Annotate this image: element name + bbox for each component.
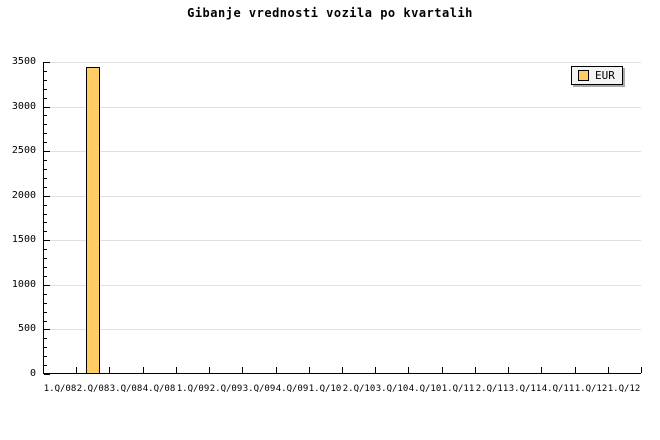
y-minor-tick-2900	[44, 115, 47, 116]
x-axis-label-8: 1.Q/10	[308, 384, 342, 394]
x-axis-label-16: 1.Q/12	[574, 384, 608, 394]
y-minor-tick-2400	[44, 160, 47, 161]
y-major-tick-500	[44, 329, 50, 330]
x-tick-17	[608, 367, 609, 373]
plot-area	[43, 62, 642, 375]
x-tick-5	[209, 367, 210, 373]
y-minor-tick-700	[44, 312, 47, 313]
y-minor-tick-2200	[44, 178, 47, 179]
y-major-tick-1500	[44, 240, 50, 241]
y-minor-tick-3100	[44, 98, 47, 99]
y-minor-tick-600	[44, 321, 47, 322]
x-axis-label-12: 1.Q/11	[441, 384, 475, 394]
y-minor-tick-100	[44, 365, 47, 366]
x-tick-10	[375, 367, 376, 373]
y-minor-tick-1200	[44, 267, 47, 268]
y-minor-tick-1600	[44, 231, 47, 232]
y-major-tick-1000	[44, 285, 50, 286]
y-axis-label-0: 0	[29, 368, 36, 379]
x-tick-7	[276, 367, 277, 373]
y-minor-tick-3400	[44, 71, 47, 72]
y-axis-label-3500: 3500	[11, 56, 36, 67]
gridline-2500	[44, 151, 641, 152]
x-axis-label-14: 3.Q/11	[508, 384, 542, 394]
x-axis-label-15: 4.Q/11	[541, 384, 575, 394]
y-minor-tick-2100	[44, 187, 47, 188]
y-minor-tick-200	[44, 356, 47, 357]
x-tick-6	[242, 367, 243, 373]
x-axis-label-17: 1.Q/12	[607, 384, 641, 394]
y-minor-tick-1100	[44, 276, 47, 277]
y-major-tick-3500	[44, 62, 50, 63]
x-tick-12	[442, 367, 443, 373]
y-axis-label-2000: 2000	[11, 190, 36, 201]
y-axis-label-2500: 2500	[11, 145, 36, 156]
chart-title: Gibanje vrednosti vozila po kvartalih	[187, 6, 473, 20]
y-axis-label-500: 500	[17, 323, 36, 334]
x-axis-label-0: 1.Q/08	[43, 384, 77, 394]
x-tick-14	[508, 367, 509, 373]
x-axis-label-10: 3.Q/10	[375, 384, 409, 394]
x-tick-15	[541, 367, 542, 373]
gridline-3000	[44, 107, 641, 108]
x-axis-label-7: 4.Q/09	[275, 384, 309, 394]
y-major-tick-0	[44, 374, 50, 375]
y-minor-tick-400	[44, 338, 47, 339]
y-major-tick-2000	[44, 196, 50, 197]
y-major-tick-3000	[44, 107, 50, 108]
x-tick-9	[342, 367, 343, 373]
y-minor-tick-1800	[44, 214, 47, 215]
legend-swatch-eur	[578, 70, 589, 81]
x-tick-2	[109, 367, 110, 373]
x-tick-13	[475, 367, 476, 373]
legend-label: EUR	[595, 69, 615, 82]
x-tick-16	[575, 367, 576, 373]
gridline-500	[44, 329, 641, 330]
y-minor-tick-2300	[44, 169, 47, 170]
x-tick-18	[641, 367, 642, 373]
x-axis-label-6: 3.Q/09	[242, 384, 276, 394]
y-axis-label-3000: 3000	[11, 101, 36, 112]
y-major-tick-2500	[44, 151, 50, 152]
legend-box: EUR	[571, 66, 623, 85]
x-tick-3	[143, 367, 144, 373]
gridline-2000	[44, 196, 641, 197]
gridline-1500	[44, 240, 641, 241]
x-tick-8	[309, 367, 310, 373]
y-minor-tick-3200	[44, 89, 47, 90]
y-minor-tick-2600	[44, 142, 47, 143]
y-axis-label-1500: 1500	[11, 234, 36, 245]
x-axis-line	[43, 373, 641, 374]
y-minor-tick-2800	[44, 124, 47, 125]
y-minor-tick-800	[44, 303, 47, 304]
x-axis-label-4: 1.Q/09	[176, 384, 210, 394]
x-axis-label-2: 3.Q/08	[109, 384, 143, 394]
x-axis-label-9: 2.Q/10	[342, 384, 376, 394]
y-axis-line	[43, 62, 44, 374]
x-axis-label-1: 2.Q/08	[76, 384, 110, 394]
y-minor-tick-2700	[44, 133, 47, 134]
x-axis-label-3: 4.Q/08	[142, 384, 176, 394]
x-axis-label-11: 4.Q/10	[408, 384, 442, 394]
y-minor-tick-1900	[44, 205, 47, 206]
bar-eur-2.Q/08	[86, 67, 100, 373]
y-minor-tick-900	[44, 294, 47, 295]
x-axis-label-13: 2.Q/11	[475, 384, 509, 394]
gridline-1000	[44, 285, 641, 286]
y-minor-tick-1300	[44, 258, 47, 259]
x-axis-label-5: 2.Q/09	[209, 384, 243, 394]
y-minor-tick-300	[44, 347, 47, 348]
y-minor-tick-3300	[44, 80, 47, 81]
y-minor-tick-1400	[44, 249, 47, 250]
x-tick-11	[408, 367, 409, 373]
y-minor-tick-1700	[44, 222, 47, 223]
gridline-3500	[44, 62, 641, 63]
x-tick-4	[176, 367, 177, 373]
x-tick-1	[76, 367, 77, 373]
y-axis-label-1000: 1000	[11, 279, 36, 290]
